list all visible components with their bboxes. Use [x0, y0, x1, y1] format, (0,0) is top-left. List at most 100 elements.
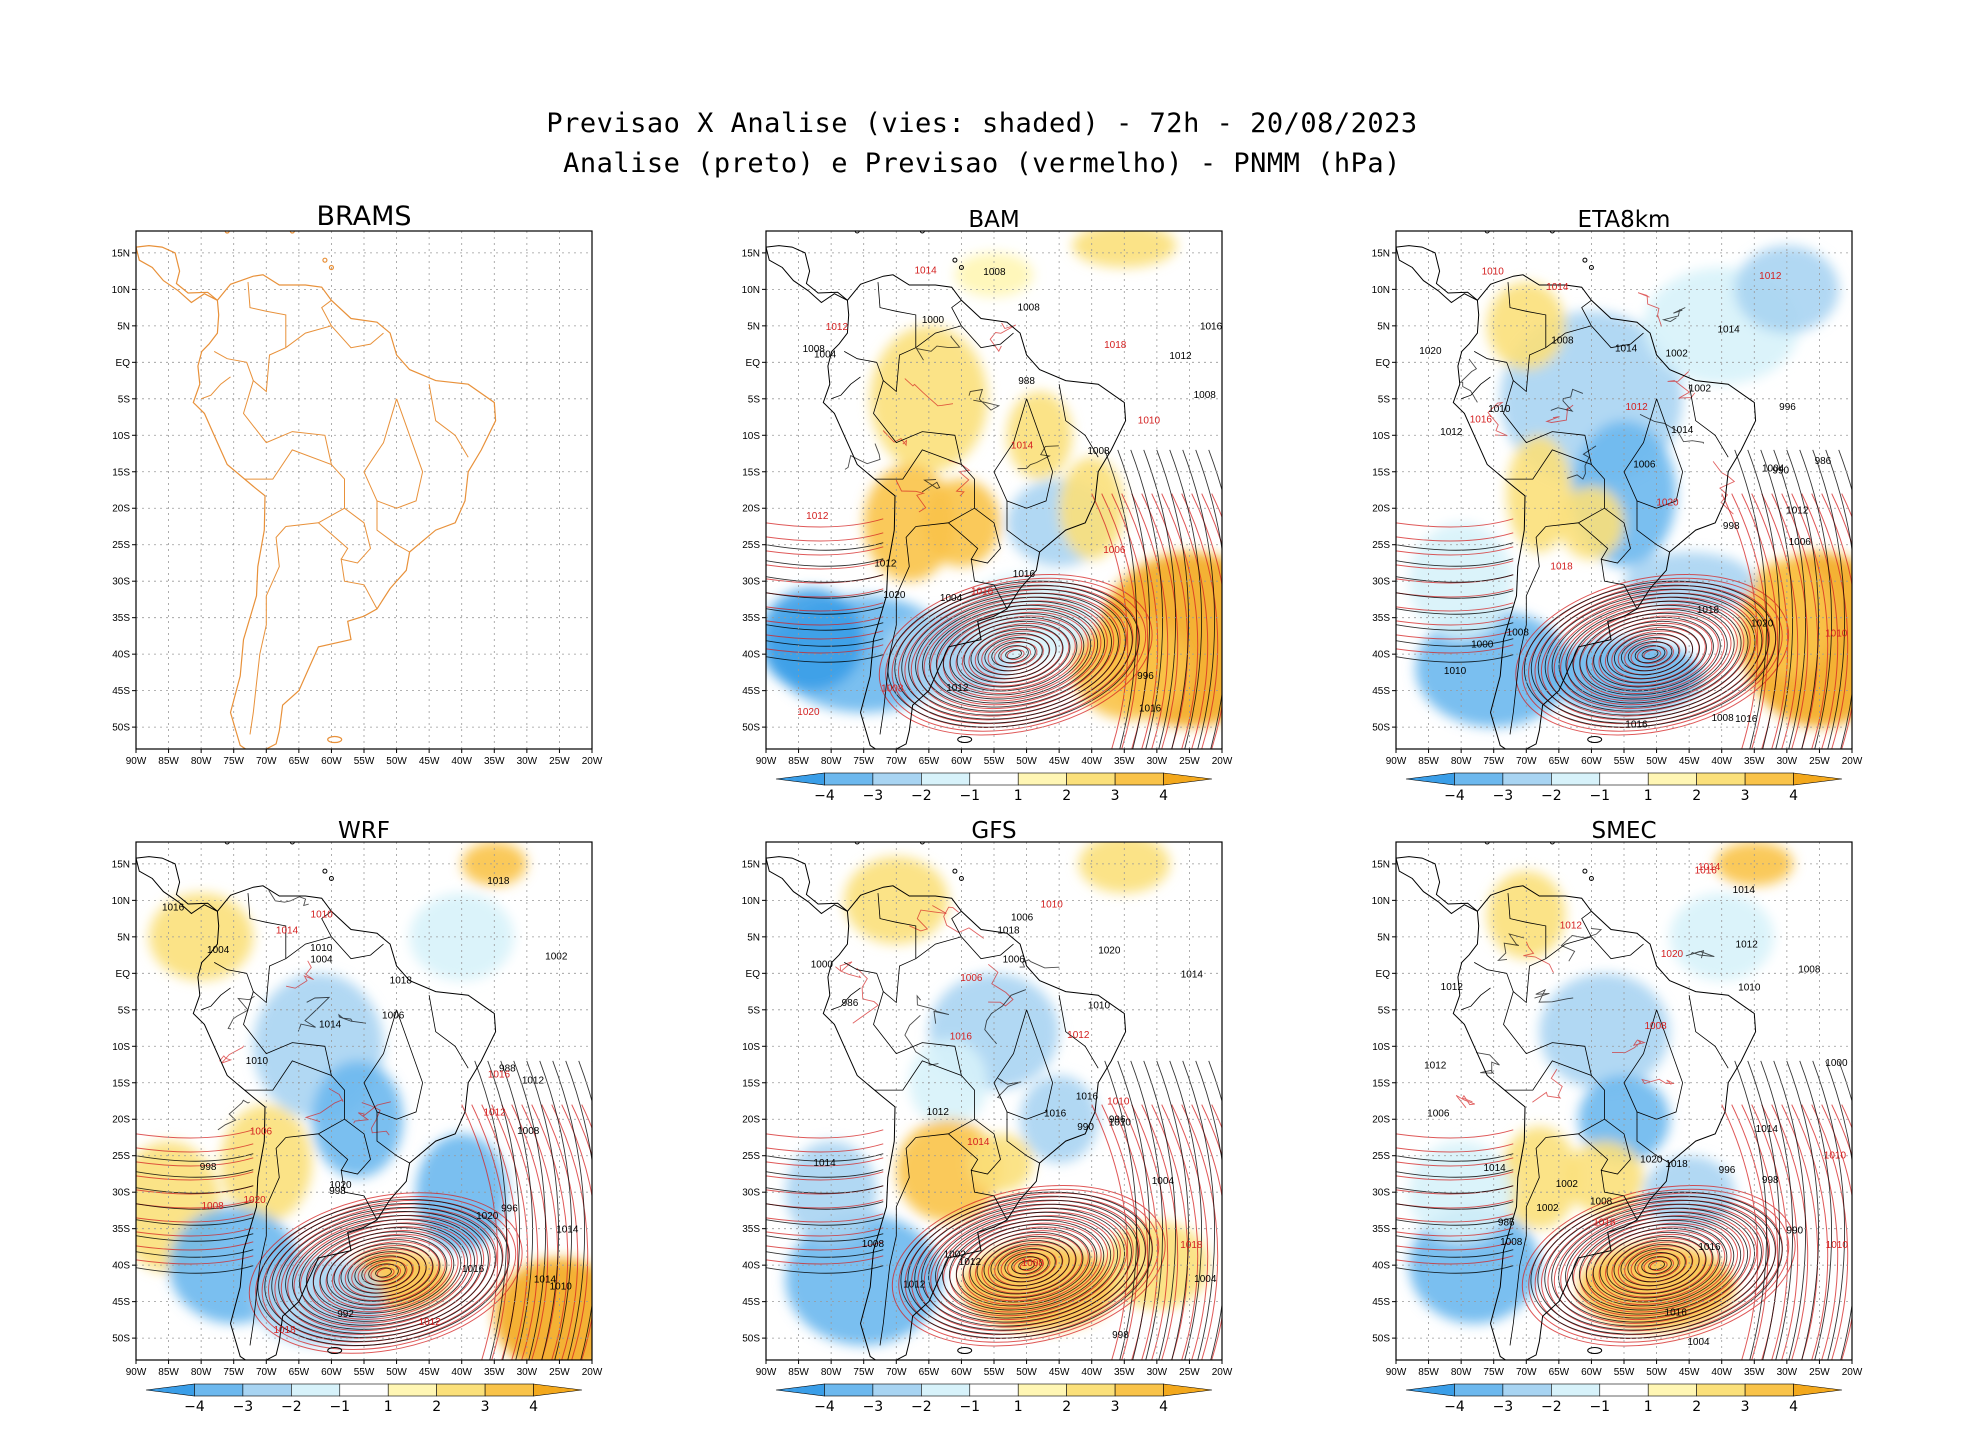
lat-tick-label: 10S [112, 431, 130, 442]
lat-tick-label: 35S [1372, 1224, 1390, 1235]
lat-tick-label: 15S [112, 1078, 130, 1089]
analysis-isobar-label: 1012 [903, 1279, 926, 1290]
lon-tick-label: 35W [1114, 1367, 1135, 1378]
lat-tick-label: 5S [748, 394, 761, 405]
lon-tick-label: 35W [1114, 756, 1135, 767]
lat-tick-label: 35S [742, 613, 760, 624]
lat-tick-label: 50S [112, 723, 130, 734]
analysis-isobar-label: 1016 [1665, 1307, 1688, 1318]
lon-tick-label: 60W [951, 1367, 972, 1378]
analysis-isobar-label: 1004 [207, 945, 230, 956]
analysis-isobar-label: 1016 [1698, 1242, 1721, 1253]
colorbar-tick-label: 3 [1111, 788, 1120, 804]
lat-tick-label: 40S [1372, 1261, 1390, 1272]
lat-tick-label: 5S [748, 1005, 761, 1016]
colorbar-swatch [1599, 1383, 1649, 1397]
analysis-isobar-label: 1012 [874, 559, 897, 570]
lon-tick-label: 40W [1081, 756, 1102, 767]
analysis-isobar-label: 990 [1077, 1122, 1094, 1133]
analysis-isobar-label: 1008 [1590, 1197, 1613, 1208]
lat-tick-label: 50S [1372, 723, 1390, 734]
lat-tick-label: 5N [117, 321, 130, 332]
lat-tick-label: 20S [742, 1115, 760, 1126]
graticule [136, 842, 592, 1360]
lat-tick-label: 35S [742, 1224, 760, 1235]
lon-tick-label: 30W [517, 1367, 538, 1378]
analysis-isobar-label: 986 [1815, 456, 1832, 467]
forecast-isobar-label: 1008 [1022, 1258, 1045, 1269]
forecast-isobar-label: 1012 [1560, 920, 1583, 931]
lon-tick-label: 75W [853, 1367, 874, 1378]
colorbar-tick-label: −2 [281, 1399, 302, 1415]
analysis-isobar-label: 1006 [1003, 955, 1026, 966]
analysis-isobar-label: 1014 [1756, 1124, 1779, 1135]
lon-tick-label: 45W [1679, 1367, 1700, 1378]
analysis-isobar-label: 998 [1723, 521, 1740, 532]
analysis-isobar-label: 1006 [1011, 912, 1034, 923]
lon-tick-label: 20W [582, 756, 603, 767]
analysis-isobars [1396, 449, 1852, 749]
colorbar-swatch [969, 772, 1019, 786]
colorbar-tick-label: −4 [184, 1399, 205, 1415]
lon-tick-label: 55W [984, 756, 1005, 767]
lon-tick-label: 50W [386, 1367, 407, 1378]
lat-tick-label: 50S [1372, 1334, 1390, 1345]
colorbar-swatch [824, 772, 874, 786]
lon-tick-label: 90W [126, 1367, 147, 1378]
lon-tick-label: 50W [1016, 756, 1037, 767]
colorbar-tick-label: 1 [1014, 788, 1023, 804]
analysis-isobar-label: 1002 [1689, 383, 1712, 394]
lat-tick-label: 50S [742, 1334, 760, 1345]
lon-tick-label: 90W [1386, 1367, 1407, 1378]
map: 15N 10N 5N EQ 5S 10S 15S 20S 25S 30S 35S 40S 45S 50S 9… [112, 230, 603, 767]
colorbar-tick-label: −1 [329, 1399, 350, 1415]
lat-tick-label: EQ [1376, 969, 1391, 980]
forecast-isobar-label: 1018 [1593, 1218, 1616, 1229]
lat-tick-label: 15S [112, 467, 130, 478]
analysis-isobar-label: 1014 [534, 1275, 557, 1286]
lon-tick-label: 35W [1744, 756, 1765, 767]
lat-tick-label: 10N [112, 896, 130, 907]
contour-labels: 1008 1008 1012 1014 1006 1008 1010 1018 1020 1014… [1419, 267, 1848, 731]
colorbar-swatch [775, 1383, 825, 1397]
lat-tick-label: 15S [742, 467, 760, 478]
colorbar-tick-label: −3 [863, 1399, 884, 1415]
lat-tick-label: 10N [1372, 285, 1390, 296]
panel-title: WRF [338, 818, 390, 844]
forecast-isobar-label: 1016 [488, 1069, 511, 1080]
analysis-isobar-label: 1016 [1139, 704, 1162, 715]
analysis-isobar-label: 998 [329, 1186, 346, 1197]
analysis-isobar-label: 998 [200, 1162, 217, 1173]
analysis-isobars [136, 1060, 592, 1360]
lon-tick-label: 25W [1179, 1367, 1200, 1378]
lon-tick-label: 45W [419, 1367, 440, 1378]
analysis-isobar-label: 1016 [1076, 1092, 1099, 1103]
lat-tick-label: 15N [1372, 248, 1390, 259]
analysis-isobar-label: 1016 [162, 903, 185, 914]
lon-tick-label: 75W [853, 756, 874, 767]
lon-tick-label: 40W [1081, 1367, 1102, 1378]
analysis-isobar-label: 988 [1018, 376, 1035, 387]
analysis-isobar-label: 1000 [1471, 639, 1494, 650]
analysis-isobar-label: 1006 [382, 1011, 405, 1022]
panel-gfs: GFS 1008 1006 1010 1012 1016 1018 1020 1014 1012 1… [742, 818, 1338, 1415]
analysis-isobar-label: 1008 [862, 1239, 885, 1250]
coastline [1396, 231, 1757, 749]
analysis-isobar-label: 1010 [1738, 982, 1761, 993]
forecast-isobar-label: 1020 [1656, 497, 1679, 508]
analysis-isobar-label: 1020 [883, 590, 906, 601]
lat-tick-label: 10N [1372, 896, 1390, 907]
forecast-isobar-label: 1016 [950, 1031, 973, 1042]
colorbar-tick-label: −2 [1541, 1399, 1562, 1415]
analysis-isobar-label: 1012 [946, 683, 969, 694]
forecast-isobar-label: 1020 [797, 707, 820, 718]
analysis-isobar-label: 1008 [1798, 964, 1821, 975]
lat-tick-label: 20S [742, 504, 760, 515]
colorbar-swatch [1114, 772, 1164, 786]
colorbar-swatch [1793, 1383, 1843, 1397]
colorbar: −4 −3 −2 −1 1 2 3 4 [1405, 772, 1843, 804]
lon-tick-label: 35W [1744, 1367, 1765, 1378]
colorbar-swatch [291, 1383, 341, 1397]
analysis-isobar-label: 1010 [246, 1056, 269, 1067]
lon-tick-label: 35W [484, 756, 505, 767]
